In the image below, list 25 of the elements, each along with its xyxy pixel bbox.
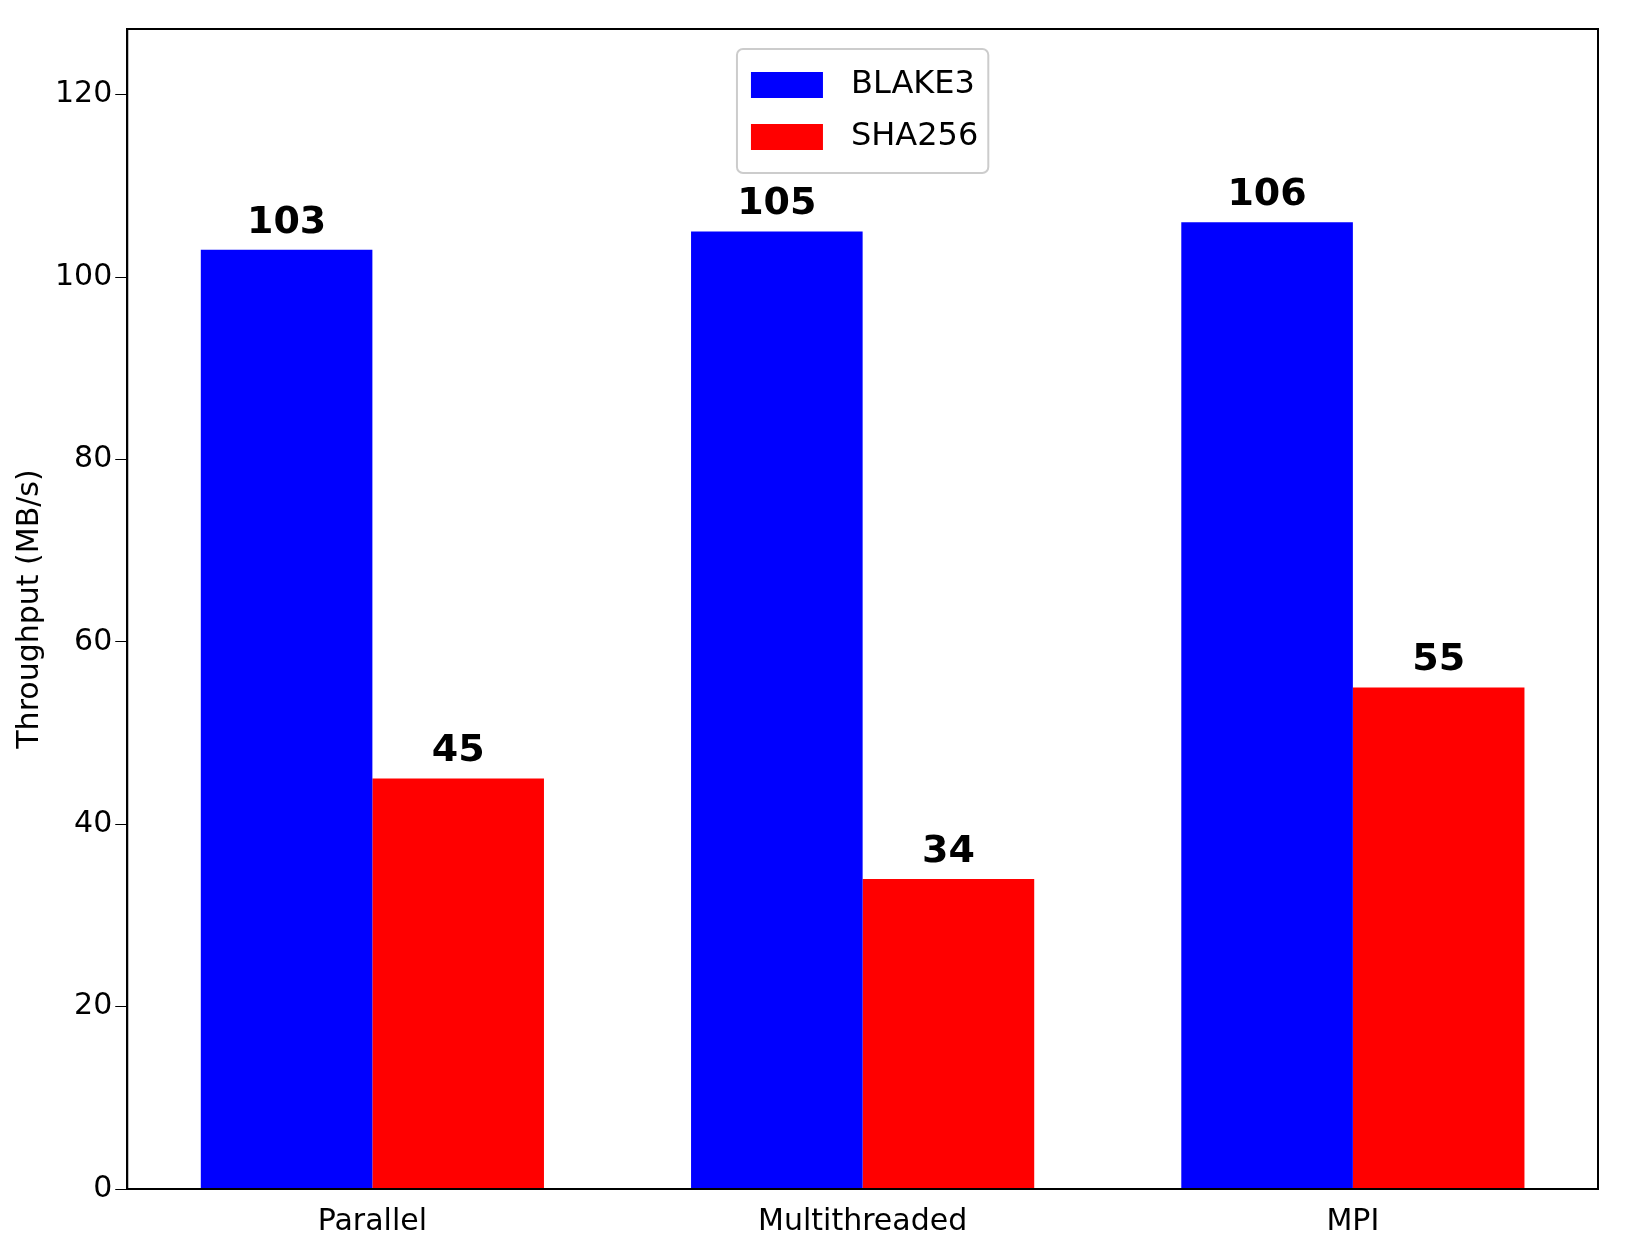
bar bbox=[200, 249, 373, 1189]
x-tick-label: Parallel bbox=[317, 1201, 428, 1237]
y-tick-label: 20 bbox=[74, 986, 113, 1022]
x-tick-label: MPI bbox=[1326, 1201, 1380, 1237]
y-tick-label: 0 bbox=[93, 1168, 113, 1204]
y-tick-label: 60 bbox=[74, 621, 113, 657]
y-axis-title: Throughput (MB/s) bbox=[9, 469, 45, 750]
data-label: 45 bbox=[431, 726, 485, 771]
bar bbox=[1352, 687, 1525, 1189]
bar bbox=[372, 778, 544, 1189]
bar bbox=[691, 231, 863, 1189]
y-tick-label: 100 bbox=[55, 256, 113, 292]
x-tick-label: Multithreaded bbox=[758, 1201, 968, 1237]
bar bbox=[1181, 222, 1353, 1189]
data-label: 103 bbox=[246, 197, 327, 242]
data-label: 106 bbox=[1227, 170, 1307, 215]
legend-label: BLAKE3 bbox=[850, 63, 975, 102]
y-tick-label: 40 bbox=[74, 804, 113, 840]
data-label: 55 bbox=[1412, 635, 1466, 680]
data-label: 105 bbox=[737, 179, 817, 224]
data-label: 34 bbox=[921, 826, 975, 871]
legend-label: SHA256 bbox=[850, 115, 979, 154]
y-tick-label: 120 bbox=[55, 74, 113, 110]
bar bbox=[862, 878, 1035, 1189]
y-tick-label: 80 bbox=[74, 439, 113, 475]
